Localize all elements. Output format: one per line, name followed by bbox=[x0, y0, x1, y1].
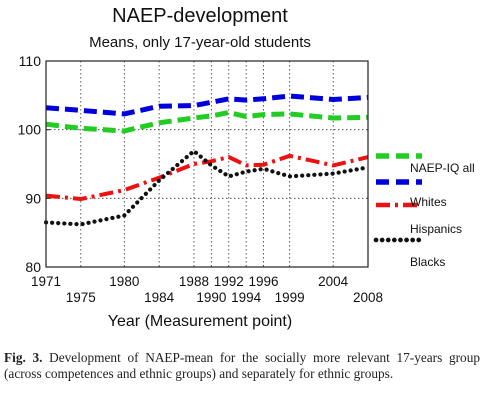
x-tick-label-top: 1980 bbox=[109, 274, 139, 289]
x-tick-label-bottom: 1994 bbox=[231, 290, 262, 305]
series-2-point bbox=[246, 171, 247, 172]
series-lines bbox=[43, 93, 371, 227]
chart-title: NAEP-development bbox=[112, 5, 288, 27]
series-0-point bbox=[228, 98, 229, 99]
x-tick-label-top: 1988 bbox=[179, 274, 209, 289]
figure-caption-text: Development of NAEP-mean for the sociall… bbox=[4, 350, 480, 381]
series-line-0 bbox=[45, 93, 369, 117]
series-1-point bbox=[124, 189, 125, 190]
x-tick-label-bottom: 1990 bbox=[196, 290, 226, 305]
chart-subtitle: Means, only 17-year-old students bbox=[89, 34, 311, 51]
series-1-point bbox=[333, 165, 334, 166]
series-3-point bbox=[80, 128, 81, 129]
series-1-point bbox=[159, 177, 160, 178]
series-1-point bbox=[80, 198, 81, 199]
series-0-point bbox=[263, 98, 264, 99]
legend-label: NAEP-IQ all bbox=[410, 161, 475, 175]
y-tick-label: 90 bbox=[25, 190, 41, 206]
series-1-point bbox=[193, 163, 194, 164]
y-ticks: 80 90 100 110 bbox=[18, 53, 50, 275]
x-tick-label-bottom: 1999 bbox=[275, 290, 305, 305]
series-0-point bbox=[246, 100, 247, 101]
legend: NAEP-IQ all Whites Hispanics Blacks bbox=[373, 153, 475, 269]
series-line-2 bbox=[43, 148, 371, 227]
series-2-point bbox=[80, 224, 81, 225]
x-tick-label-top: 1971 bbox=[31, 274, 61, 289]
series-0-point bbox=[80, 110, 81, 111]
series-1-point bbox=[211, 161, 212, 162]
series-1-point bbox=[263, 164, 264, 165]
series-2-point bbox=[333, 173, 334, 174]
series-1-point bbox=[228, 157, 229, 158]
series-0-point bbox=[193, 105, 194, 106]
series-3-point bbox=[263, 114, 264, 115]
y-tick-label: 100 bbox=[18, 122, 42, 138]
series-0-point bbox=[211, 102, 212, 103]
x-tick-label-bottom: 1975 bbox=[66, 290, 96, 305]
x-axis-label: Year (Measurement point) bbox=[108, 313, 292, 330]
series-2-point bbox=[289, 176, 290, 177]
series-2-point bbox=[124, 215, 125, 216]
x-tick-label-bottom: 2008 bbox=[353, 290, 383, 305]
series-2-point bbox=[193, 150, 194, 151]
series-2-point bbox=[228, 176, 229, 177]
series-2-point bbox=[211, 165, 212, 166]
y-tick-label: 110 bbox=[19, 53, 42, 69]
series-2-point bbox=[159, 180, 160, 181]
grid bbox=[46, 61, 368, 267]
series-3-point bbox=[289, 113, 290, 114]
series-1-point bbox=[289, 155, 290, 156]
x-tick-label-bottom: 1984 bbox=[144, 290, 175, 305]
legend-label: Blacks bbox=[410, 255, 445, 269]
series-3-point bbox=[333, 117, 334, 118]
series-3-point bbox=[159, 122, 160, 123]
x-tick-label-top: 1996 bbox=[249, 274, 279, 289]
chart: NAEP-development Means, only 17-year-old… bbox=[18, 5, 475, 330]
series-3-point bbox=[246, 116, 247, 117]
series-0-point bbox=[124, 113, 125, 114]
series-line-3 bbox=[45, 110, 369, 134]
figure-caption: Fig. 3. Development of NAEP-mean for the… bbox=[4, 350, 480, 382]
series-3-point bbox=[124, 130, 125, 131]
series-3-point bbox=[228, 112, 229, 113]
legend-label: Hispanics bbox=[410, 222, 462, 236]
y-tick-label: 80 bbox=[25, 259, 41, 275]
series-3-point bbox=[193, 117, 194, 118]
series-0-point bbox=[159, 106, 160, 107]
legend-label: Whites bbox=[410, 195, 447, 209]
series-2-point bbox=[263, 168, 264, 169]
plot-frame bbox=[45, 60, 369, 268]
figure-caption-label: Fig. 3. bbox=[4, 350, 43, 365]
x-tick-label-top: 2004 bbox=[318, 274, 349, 289]
series-3-point bbox=[211, 115, 212, 116]
series-line-1 bbox=[45, 153, 369, 201]
series-0-point bbox=[289, 95, 290, 96]
x-ticks: 1971 1980 1988 1992 1996 2004 1975 1984 1990 1994… bbox=[31, 274, 383, 305]
x-tick-label-top: 1992 bbox=[214, 274, 244, 289]
series-0-point bbox=[333, 99, 334, 100]
series-1-point bbox=[246, 165, 247, 166]
